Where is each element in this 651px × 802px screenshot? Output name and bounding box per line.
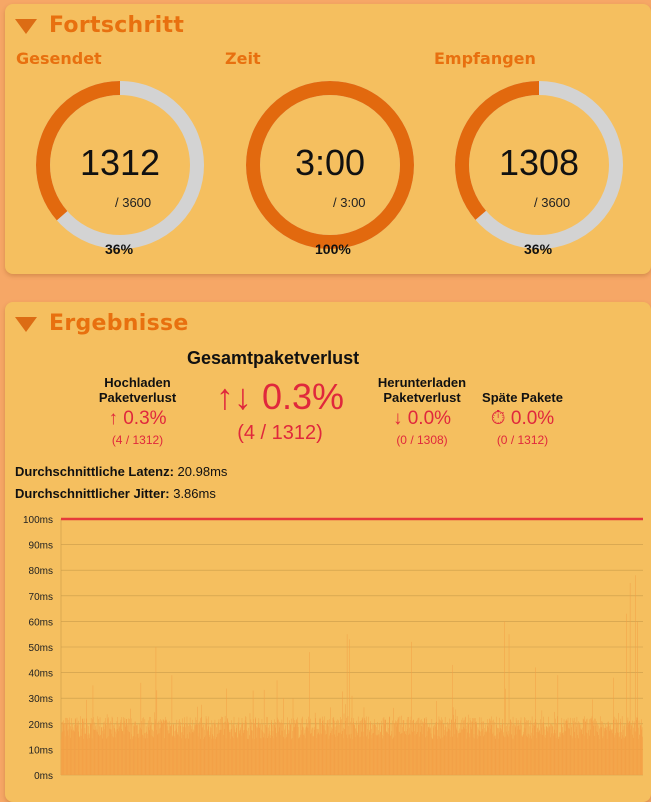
y-tick-label: 30ms <box>29 694 53 705</box>
download-loss-label: Herunterladen Paketverlust <box>367 375 477 405</box>
stopwatch-icon: ⏱ <box>490 408 506 429</box>
upload-loss-label: Hochladen Paketverlust <box>85 375 190 405</box>
y-tick-label: 100ms <box>23 515 53 526</box>
y-tick-label: 50ms <box>29 643 53 654</box>
latency-chart: 0ms 10ms 20ms 30ms 40ms 50ms 60ms 70ms 80ms 90ms 1… <box>23 515 643 782</box>
gauge-received: 1308 / 3600 36% <box>454 80 624 257</box>
upload-loss-label-line2: Paketverlust <box>98 390 177 405</box>
upload-loss-label-line1: Hochladen <box>104 375 171 390</box>
up-arrow-icon: ↑ <box>108 408 118 429</box>
gauge-total: / 3600 <box>534 195 571 210</box>
late-packets-value: ⏱ 0.0% <box>475 408 570 430</box>
down-arrow-icon: ↓ <box>392 408 403 429</box>
gauge-sent: 1312 / 3600 36% <box>35 80 205 257</box>
avg-latency-label: Durchschnittliche Latenz: <box>15 464 174 479</box>
gauge-value: 3:00 <box>294 142 366 183</box>
total-loss-heading: Gesamtpaketverlust <box>187 348 360 368</box>
results-panel: Ergebnisse Gesamtpaketverlust ↑↓ 0.3% (4… <box>5 302 651 802</box>
triangle-down-icon[interactable] <box>15 18 37 34</box>
gauge-fill <box>455 81 623 249</box>
progress-title: Fortschritt <box>49 12 185 38</box>
avg-jitter-label: Durchschnittlicher Jitter: <box>15 486 170 501</box>
gauge-value: 1308 <box>498 142 580 183</box>
y-tick-label: 80ms <box>29 566 53 577</box>
triangle-down-icon[interactable] <box>15 316 37 332</box>
download-loss-percent: 0.0% <box>407 408 452 429</box>
late-packets-label: Späte Pakete <box>482 390 563 405</box>
y-tick-label: 10ms <box>29 745 53 756</box>
late-packets-percent: 0.0% <box>510 408 555 429</box>
gauge-value: 1312 <box>79 142 161 183</box>
y-tick-label: 90ms <box>29 541 53 552</box>
late-packets-count: (0 / 1312) <box>496 433 549 447</box>
gauge-label-time: Zeit <box>225 49 261 68</box>
gauge-percent: 36% <box>524 241 553 257</box>
avg-latency-line: Durchschnittliche Latenz: 20.98ms <box>15 464 227 479</box>
total-loss-value: ↑↓ 0.3% <box>200 376 360 418</box>
y-tick-label: 40ms <box>29 669 53 680</box>
progress-panel: Fortschritt Gesendet Zeit Empfangen 1312… <box>5 4 651 274</box>
y-tick-label: 70ms <box>29 592 53 603</box>
gauge-label-received: Empfangen <box>434 49 536 68</box>
download-loss-label-line2: Paketverlust <box>383 390 461 405</box>
upload-loss-count: (4 / 1312) <box>111 433 164 447</box>
updown-arrow-icon: ↑↓ <box>215 376 252 417</box>
avg-latency-value: 20.98ms <box>177 464 228 479</box>
avg-jitter-line: Durchschnittlicher Jitter: 3.86ms <box>15 486 216 501</box>
avg-jitter-value: 3.86ms <box>173 486 216 501</box>
y-tick-label: 0ms <box>34 771 53 782</box>
upload-loss-percent: 0.3% <box>123 408 167 429</box>
latency-bars <box>60 575 643 775</box>
upload-loss-value: ↑ 0.3% <box>85 408 190 430</box>
gauge-fill <box>246 81 414 249</box>
total-loss-percent: 0.3% <box>261 376 345 417</box>
results-header[interactable]: Ergebnisse <box>15 308 189 338</box>
gauge-fill <box>36 81 204 249</box>
total-loss-count: (4 / 1312) <box>237 422 323 444</box>
gauge-time: 3:00 / 3:00 100% <box>245 80 415 257</box>
gauge-percent: 100% <box>315 241 351 257</box>
gauge-percent: 36% <box>105 241 134 257</box>
download-loss-count: (0 / 1308) <box>396 433 448 447</box>
download-loss-value: ↓ 0.0% <box>367 408 477 430</box>
results-title: Ergebnisse <box>49 310 189 336</box>
download-loss-label-line1: Herunterladen <box>377 375 467 390</box>
gauge-total: / 3600 <box>115 195 152 210</box>
y-tick-label: 60ms <box>29 617 53 628</box>
y-tick-label: 20ms <box>29 720 53 731</box>
gauge-label-sent: Gesendet <box>16 49 102 68</box>
gauge-total: / 3:00 <box>333 195 366 210</box>
progress-header[interactable]: Fortschritt <box>15 10 184 40</box>
